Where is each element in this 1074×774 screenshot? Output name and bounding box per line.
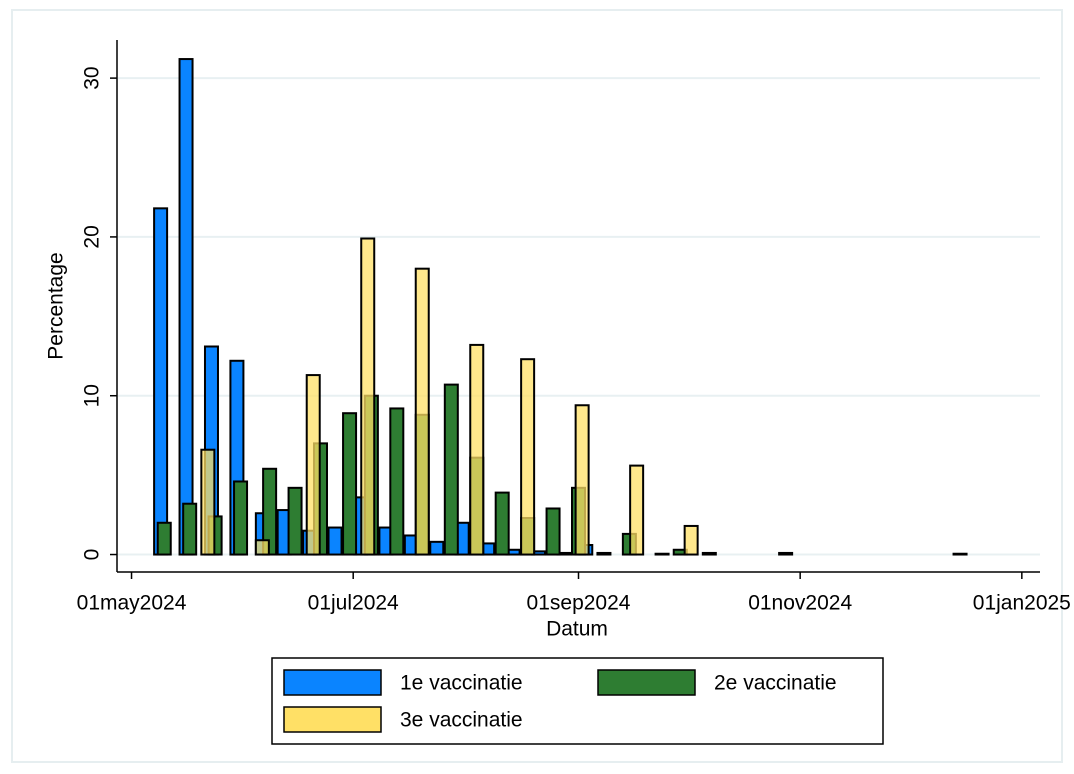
bar: [342, 412, 358, 556]
bar: [494, 491, 510, 556]
legend-label: 3e vaccinatie: [400, 709, 523, 732]
bar: [200, 448, 216, 556]
legend-label: 1e vaccinatie: [400, 672, 523, 695]
bar: [629, 464, 645, 556]
legend-swatch: [597, 669, 696, 696]
bar: [443, 383, 459, 556]
x-tick-label: 01may2024: [77, 592, 187, 615]
bar: [596, 551, 612, 556]
x-tick-label: 01jul2024: [308, 592, 399, 615]
y-tick-label: 30: [81, 66, 104, 89]
bar: [683, 524, 699, 556]
legend-swatch: [283, 706, 382, 733]
bar: [429, 540, 445, 556]
bar: [389, 407, 405, 556]
frame: [11, 9, 1063, 763]
bar: [327, 526, 343, 556]
bar: [414, 267, 430, 556]
bar: [233, 480, 249, 556]
bar: [778, 551, 794, 556]
legend-swatch: [283, 669, 382, 696]
bar: [574, 404, 590, 556]
x-tick-label: 01jan2025: [973, 592, 1071, 615]
bar: [520, 358, 536, 556]
bar: [287, 486, 303, 556]
bar: [952, 552, 968, 556]
bar: [153, 207, 169, 556]
y-tick-label: 0: [81, 549, 104, 561]
bar: [360, 237, 376, 556]
bar: [654, 552, 670, 556]
y-axis-title: Percentage: [45, 252, 68, 359]
y-tick-label: 20: [81, 225, 104, 248]
bar: [182, 502, 198, 556]
bar: [469, 343, 485, 556]
bar: [254, 539, 270, 556]
bar: [178, 58, 194, 556]
x-tick-label: 01sep2024: [527, 592, 631, 615]
bar: [701, 551, 717, 556]
x-axis-title: Datum: [546, 618, 608, 641]
bar: [305, 374, 321, 556]
bar: [545, 507, 561, 556]
y-tick-label: 10: [81, 384, 104, 407]
bar: [156, 521, 172, 556]
legend-label: 2e vaccinatie: [714, 672, 837, 695]
x-tick-label: 01nov2024: [748, 592, 852, 615]
